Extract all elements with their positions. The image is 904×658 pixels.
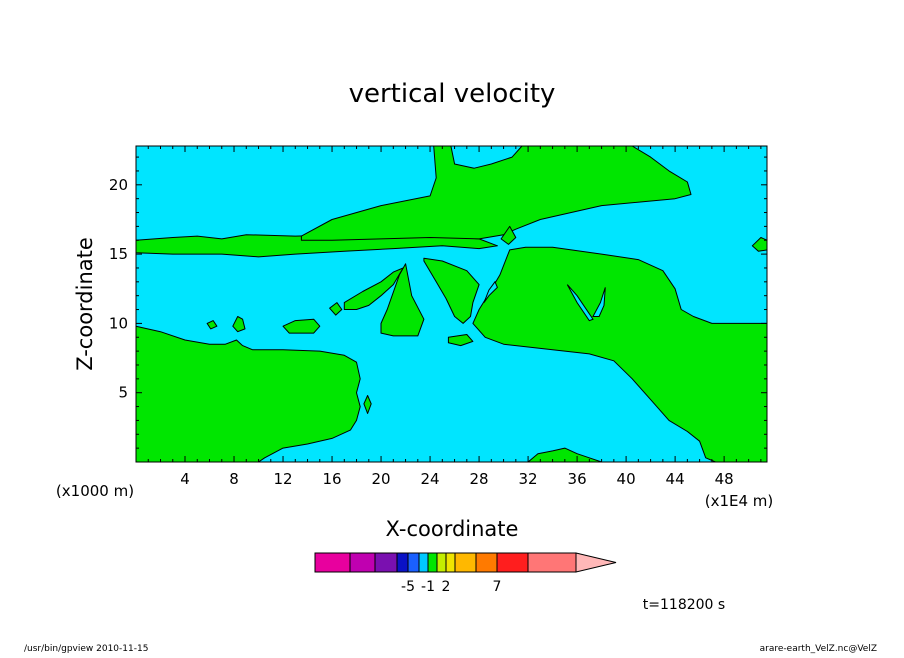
colorbar-segment <box>427 552 438 573</box>
x-tick-label: 12 <box>273 470 292 488</box>
negative-region <box>566 284 594 322</box>
colorbar-arrow <box>575 552 617 573</box>
colorbar-label: 7 <box>493 579 502 595</box>
colorbar-label: 2 <box>442 579 451 595</box>
x-tick-label: 48 <box>715 470 734 488</box>
x-tick-label: 16 <box>322 470 341 488</box>
negative-region <box>483 280 498 303</box>
y-axis-units: (x1000 m) <box>56 482 134 500</box>
footer-right: arare-earth_VelZ.nc@VelZ <box>760 644 877 654</box>
x-tick-label: 20 <box>372 470 391 488</box>
negative-region <box>592 287 606 317</box>
x-tick-label: 36 <box>568 470 587 488</box>
positive-region <box>300 145 692 241</box>
positive-region <box>447 334 474 347</box>
positive-region <box>380 263 425 337</box>
colorbar-segment <box>374 552 398 573</box>
positive-region <box>206 320 218 330</box>
positive-region <box>527 447 603 463</box>
x-tick-label: 44 <box>666 470 685 488</box>
colorbar-segment <box>396 552 409 573</box>
y-axis-label: Z-coordinate <box>73 237 97 371</box>
x-tick-label: 4 <box>180 470 190 488</box>
y-tick-label: 20 <box>109 176 128 194</box>
colorbar-segment <box>475 552 498 573</box>
positive-region <box>135 232 498 258</box>
positive-region <box>363 395 372 414</box>
x-axis-label: X-coordinate <box>386 517 519 541</box>
positive-region <box>500 225 517 245</box>
colorbar-segment <box>314 552 351 573</box>
colorbar-segment <box>454 552 477 573</box>
colorbar-segment <box>496 552 529 573</box>
y-tick-label: 10 <box>109 314 128 332</box>
colorbar-segment <box>407 552 420 573</box>
positive-region <box>472 246 768 463</box>
plot-area <box>135 145 768 463</box>
positive-region <box>135 325 361 463</box>
x-tick-label: 28 <box>470 470 489 488</box>
colorbar: -5 -1 2 7 <box>314 552 617 595</box>
y-axis: 5 10 15 20 <box>109 156 767 449</box>
colorbar-label: -5 <box>401 579 415 595</box>
positive-region <box>232 316 246 333</box>
positive-region <box>343 267 404 310</box>
colorbar-segment <box>349 552 376 573</box>
colorbar-segment <box>445 552 456 573</box>
colorbar-segment <box>418 552 429 573</box>
x-tick-label: 8 <box>229 470 239 488</box>
y-tick-label: 5 <box>118 384 128 402</box>
x-tick-label: 32 <box>519 470 538 488</box>
y-tick-label: 15 <box>109 245 128 263</box>
footer-left: /usr/bin/gpview 2010-11-15 <box>24 644 148 654</box>
plot-frame <box>135 145 768 463</box>
x-axis-units: (x1E4 m) <box>705 492 774 510</box>
x-tick-label: 24 <box>421 470 440 488</box>
x-axis: 4 8 12 16 20 24 28 32 36 40 44 48 <box>147 146 762 488</box>
positive-region <box>329 302 343 316</box>
time-label: t=118200 s <box>643 597 725 613</box>
colorbar-segment <box>436 552 447 573</box>
chart-title: vertical velocity <box>349 79 556 109</box>
positive-region <box>282 318 321 334</box>
x-tick-label: 40 <box>617 470 636 488</box>
positive-region <box>423 257 480 324</box>
colorbar-segment <box>527 552 577 573</box>
colorbar-label: -1 <box>421 579 435 595</box>
